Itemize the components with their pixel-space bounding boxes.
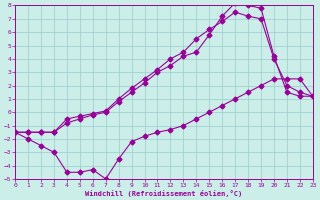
X-axis label: Windchill (Refroidissement éolien,°C): Windchill (Refroidissement éolien,°C): [85, 190, 243, 197]
